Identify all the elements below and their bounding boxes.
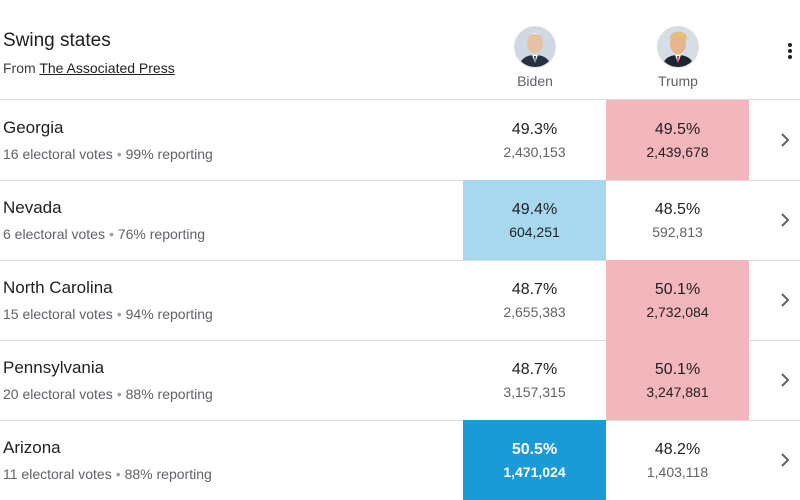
electoral-votes: 11 electoral votes [3, 466, 112, 482]
state-meta: 15 electoral votes • 94% reporting [3, 306, 213, 322]
trump-result: 50.1% 2,732,084 [606, 260, 749, 340]
biden-votes: 604,251 [509, 224, 560, 240]
chevron-right-icon[interactable] [775, 288, 795, 312]
chevron-right-icon[interactable] [775, 128, 795, 152]
trump-label: Trump [658, 73, 698, 89]
biden-percent: 50.5% [511, 441, 558, 458]
chevron-right-icon[interactable] [775, 368, 795, 392]
biden-votes: 3,157,315 [503, 384, 566, 400]
state-row-georgia[interactable]: Georgia 16 electoral votes • 99% reporting… [0, 100, 800, 181]
state-name: Nevada [3, 198, 62, 217]
trump-votes: 2,732,084 [646, 304, 709, 320]
source-link[interactable]: The Associated Press [39, 60, 175, 76]
results-header: Swing states From The Associated Press B… [0, 0, 800, 100]
trump-result: 50.1% 3,247,881 [606, 340, 749, 420]
biden-label: Biden [517, 73, 553, 89]
more-vert-icon[interactable] [782, 40, 798, 62]
chevron-right-icon[interactable] [775, 208, 795, 232]
state-row-nevada[interactable]: Nevada 6 electoral votes • 76% reporting 4… [0, 180, 800, 261]
biden-result: 49.3% 2,430,153 [463, 100, 606, 180]
biden-result: 48.7% 3,157,315 [463, 340, 606, 420]
trump-result: 49.5% 2,439,678 [606, 100, 749, 180]
state-meta: 20 electoral votes • 88% reporting [3, 386, 213, 402]
biden-result: 49.4% 604,251 [463, 180, 606, 260]
candidate-biden: Biden [463, 26, 607, 89]
state-row-north-carolina[interactable]: North Carolina 15 electoral votes • 94% re… [0, 260, 800, 341]
reporting: 94% reporting [125, 306, 213, 322]
trump-percent: 48.5% [654, 201, 701, 218]
trump-votes: 592,813 [652, 224, 703, 240]
biden-percent: 49.3% [511, 121, 558, 138]
trump-result: 48.2% 1,403,118 [606, 420, 749, 500]
electoral-votes: 20 electoral votes [3, 386, 113, 402]
reporting: 88% reporting [125, 386, 213, 402]
state-name: North Carolina [3, 278, 113, 297]
trump-percent: 49.5% [654, 121, 701, 138]
source-prefix: From [3, 60, 36, 76]
reporting: 88% reporting [124, 466, 212, 482]
state-meta: 6 electoral votes • 76% reporting [3, 226, 206, 242]
trump-percent: 50.1% [654, 281, 701, 298]
electoral-votes: 6 electoral votes [3, 226, 105, 242]
trump-votes: 2,439,678 [646, 144, 709, 160]
biden-percent: 48.7% [511, 281, 558, 298]
biden-votes: 2,655,383 [503, 304, 566, 320]
chevron-right-icon[interactable] [775, 448, 795, 472]
biden-result: 48.7% 2,655,383 [463, 260, 606, 340]
reporting: 76% reporting [117, 226, 206, 242]
biden-votes: 2,430,153 [503, 144, 566, 160]
biden-percent: 49.4% [511, 201, 558, 218]
state-meta: 16 electoral votes • 99% reporting [3, 146, 213, 162]
reporting: 99% reporting [125, 146, 213, 162]
biden-votes: 1,471,024 [503, 464, 566, 480]
trump-result: 48.5% 592,813 [606, 180, 749, 260]
trump-photo-icon [658, 27, 698, 67]
trump-votes: 1,403,118 [646, 464, 709, 480]
state-row-arizona[interactable]: Arizona 11 electoral votes • 88% reporting… [0, 420, 800, 500]
state-row-pennsylvania[interactable]: Pennsylvania 20 electoral votes • 88% repo… [0, 340, 800, 421]
electoral-votes: 15 electoral votes [3, 306, 113, 322]
state-meta: 11 electoral votes • 88% reporting [3, 466, 212, 482]
card-title: Swing states [3, 30, 111, 51]
trump-votes: 3,247,881 [646, 384, 709, 400]
biden-photo-icon [515, 27, 555, 67]
biden-percent: 48.7% [511, 361, 558, 378]
state-name: Pennsylvania [3, 358, 105, 377]
source-line: From The Associated Press [3, 60, 175, 76]
state-name: Arizona [3, 438, 61, 457]
electoral-votes: 16 electoral votes [3, 146, 113, 162]
candidate-trump: Trump [606, 26, 750, 89]
trump-avatar [657, 26, 699, 68]
biden-result: 50.5% 1,471,024 [463, 420, 606, 500]
biden-avatar [514, 26, 556, 68]
trump-percent: 50.1% [654, 361, 701, 378]
state-name: Georgia [3, 118, 64, 137]
trump-percent: 48.2% [654, 441, 701, 458]
